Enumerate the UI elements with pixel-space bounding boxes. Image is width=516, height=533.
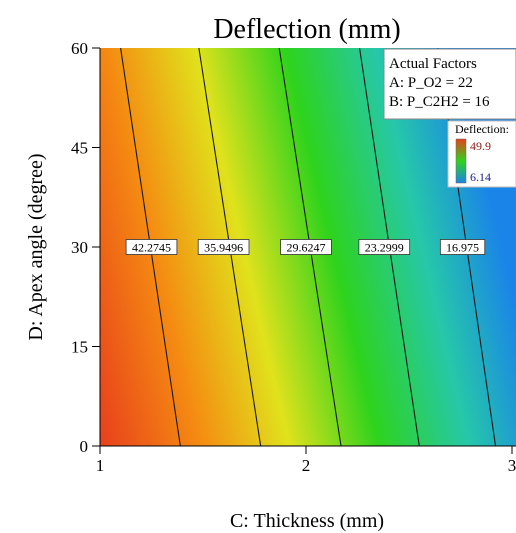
x-tick-label: 1 xyxy=(96,456,105,475)
chart-title: Deflection (mm) xyxy=(213,14,400,45)
actual-factors-box: Actual Factors A: P_O2 = 22 B: P_C2H2 = … xyxy=(383,48,516,120)
x-axis-ticks: 1 2 3 xyxy=(96,446,516,475)
contour-label-0: 42.2745 xyxy=(132,241,171,255)
x-tick-label: 3 xyxy=(508,456,516,475)
color-legend-title: Deflection: xyxy=(455,122,509,136)
color-legend-max: 49.9 xyxy=(470,139,491,153)
y-tick-label: 0 xyxy=(80,437,89,456)
contour-labels: 42.2745 35.9496 29.6247 23.2999 16.975 xyxy=(125,239,486,255)
actual-factors-title: Actual Factors xyxy=(389,56,477,72)
contour-label-box xyxy=(125,239,178,255)
actual-factor-a: A: P_O2 = 22 xyxy=(389,75,473,91)
x-axis-label: C: Thickness (mm) xyxy=(230,510,384,532)
y-tick-label: 30 xyxy=(71,238,88,257)
x-tick-label: 2 xyxy=(302,456,311,475)
contour-label-box xyxy=(358,239,411,255)
color-legend-min: 6.14 xyxy=(470,170,491,184)
actual-factor-b: B: P_C2H2 = 16 xyxy=(389,94,490,110)
contour-label-box xyxy=(439,239,486,255)
y-tick-label: 60 xyxy=(71,39,88,58)
contour-label-2: 29.6247 xyxy=(287,241,326,255)
contour-label-box xyxy=(197,239,250,255)
contour-label-4: 16.975 xyxy=(446,241,479,255)
contour-label-1: 35.9496 xyxy=(204,241,243,255)
y-axis-label: D: Apex angle (degree) xyxy=(25,153,47,340)
color-legend: Deflection: 49.9 6.14 xyxy=(447,120,516,188)
y-tick-label: 45 xyxy=(71,139,88,158)
y-tick-label: 15 xyxy=(71,338,88,357)
y-axis-ticks: 0 15 30 45 60 xyxy=(71,39,100,456)
color-legend-bar xyxy=(455,138,467,184)
contour-label-box xyxy=(280,239,332,255)
contour-label-3: 23.2999 xyxy=(365,241,404,255)
